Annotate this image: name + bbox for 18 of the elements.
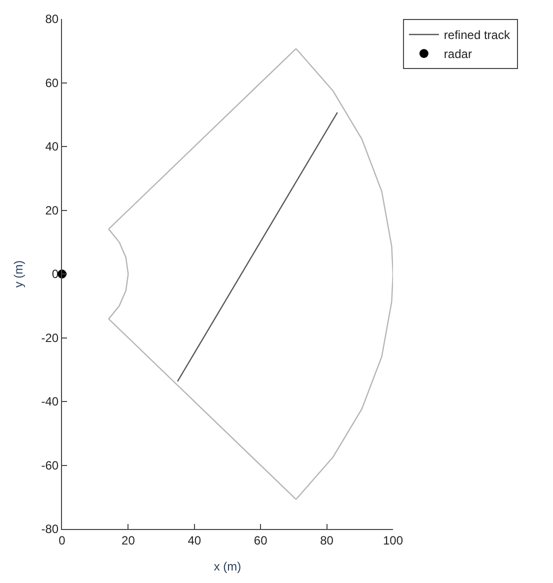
x-tick-label: 20 [122,533,136,548]
x-tick-label: 40 [188,533,202,548]
y-tick-label: 0 [52,267,59,282]
y-tick-label: 80 [45,12,59,26]
y-tick-label: 60 [45,76,59,90]
x-tick-label: 100 [382,533,404,548]
y-tick-label: -40 [41,394,59,409]
y-tick-label: -20 [41,330,59,345]
y-tick-label: 40 [45,140,59,154]
legend-label: refined track [444,28,511,42]
x-axis-title: x (m) [214,559,242,574]
y-tick-label: -60 [41,458,59,472]
y-tick-label: -80 [41,522,59,536]
y-tick-label: 20 [45,203,59,218]
x-tick-label: 80 [320,533,334,548]
legend-label: radar [444,47,472,62]
y-axis-title: y (m) [12,260,26,288]
x-tick-label: 60 [254,533,268,548]
